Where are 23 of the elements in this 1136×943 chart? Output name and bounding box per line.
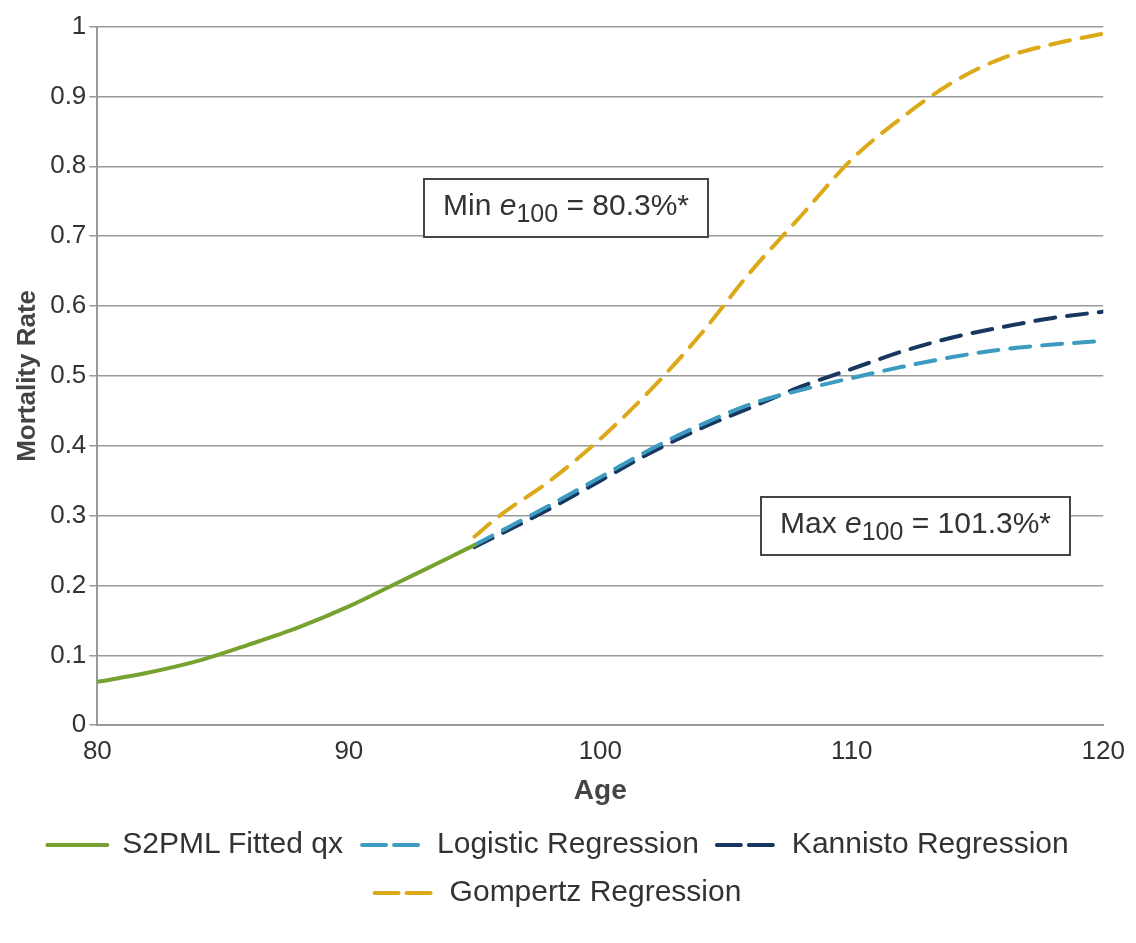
y-tick-label: 0.5 bbox=[50, 359, 87, 390]
line-series bbox=[97, 542, 477, 684]
x-tick-label: 90 bbox=[334, 734, 364, 765]
y-tick-label: 0.3 bbox=[50, 498, 87, 529]
legend-label: Gompertz Regression bbox=[449, 874, 742, 908]
x-tick-label: 110 bbox=[831, 734, 873, 765]
annotation: Max e$_{100}$ = 101.3%* bbox=[760, 496, 1072, 556]
y-tick-label: 0.7 bbox=[50, 219, 87, 250]
x-tick-label: 120 bbox=[1081, 734, 1126, 765]
x-axis-title: Age bbox=[573, 773, 627, 805]
legend-label: S2PML Fitted qx bbox=[122, 826, 343, 860]
y-tick-label: 0.9 bbox=[50, 79, 87, 110]
annotation: Min e$_{100}$ = 80.3%* bbox=[423, 178, 710, 238]
y-tick-label: 0.4 bbox=[50, 428, 87, 459]
y-tick-label: 0.8 bbox=[50, 149, 87, 180]
y-axis-title: Mortality Rate bbox=[10, 289, 41, 462]
legend-label: Logistic Regression bbox=[437, 826, 699, 860]
y-tick-label: 0.2 bbox=[50, 568, 87, 599]
y-tick-label: 0.1 bbox=[50, 638, 87, 669]
legend-label: Kannisto Regression bbox=[791, 826, 1069, 860]
y-tick-label: 0.6 bbox=[50, 289, 87, 320]
x-tick-label: 100 bbox=[578, 734, 623, 765]
y-tick-label: 1 bbox=[71, 9, 87, 40]
